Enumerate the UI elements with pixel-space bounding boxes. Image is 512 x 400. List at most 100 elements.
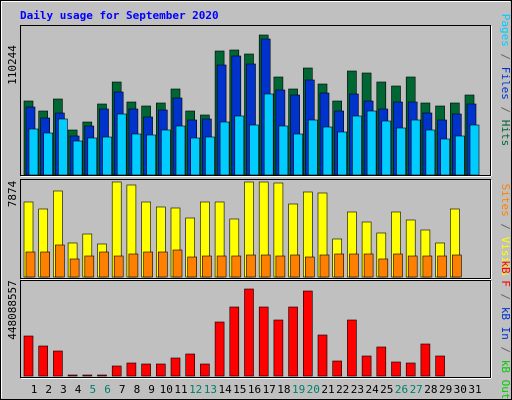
bar-sites-day-22 [334,253,345,278]
bar-sites-day-27 [407,255,418,278]
legend-part-4: Hits [499,120,512,147]
bar-pages-day-27 [410,119,421,176]
day-label-18: 18 [277,383,290,396]
bar-sites-day-7 [113,255,124,278]
legend-part-2: Files [499,67,512,100]
day-label-17: 17 [263,383,276,396]
bar-kbytes-day-6 [97,374,107,377]
bar-sites-day-18 [275,255,286,278]
bar-kbytes-day-22 [332,360,343,377]
bar-kbytes-day-14 [214,321,225,377]
bar-kbytes-day-7 [111,365,122,377]
bar-pages-day-18 [278,125,289,176]
day-label-29: 29 [439,383,452,396]
bar-pages-day-9 [146,134,156,176]
bar-kbytes-day-17 [258,306,269,377]
day-label-24: 24 [365,383,379,396]
bar-kbytes-day-27 [405,362,416,377]
bar-kbytes-day-9 [141,363,151,377]
bar-kbytes-day-20 [302,290,313,377]
day-label-15: 15 [233,383,246,396]
legend-part-2: kB In [499,307,512,340]
legend-part-1: / [499,217,512,237]
bar-sites-day-6 [99,251,109,278]
bar-pages-day-3 [58,118,68,176]
bar-pages-day-26 [396,127,406,176]
panel-bot-frame [20,280,491,378]
bar-sites-day-29 [437,255,447,278]
bar-pages-day-16 [249,124,259,176]
bar-pages-day-31 [469,124,480,176]
bar-pages-day-7 [116,113,127,176]
bar-kbytes-day-25 [376,346,387,377]
bar-sites-day-12 [187,256,197,278]
day-label-11: 11 [174,383,187,396]
bar-kbytes-day-21 [317,334,328,377]
bar-sites-day-20 [304,256,315,278]
bar-pages-day-30 [454,135,465,176]
bar-pages-day-1 [28,128,39,176]
legend-part-0: Pages [499,14,512,47]
bar-pages-day-25 [381,120,392,176]
panel-mid-max-label: 7874 [6,180,19,207]
day-label-6: 6 [104,383,111,396]
legend-part-3: / [499,100,512,120]
bar-kbytes-day-18 [273,319,284,377]
day-label-3: 3 [60,383,67,396]
bar-pages-day-28 [425,129,436,176]
bar-sites-day-14 [216,255,227,278]
bar-pages-day-21 [322,126,333,176]
bar-sites-day-30 [451,254,462,278]
bar-pages-day-10 [161,129,171,176]
bar-sites-day-15 [231,255,242,278]
chart-title: Daily usage for September 2020 [20,9,219,22]
legend-part-4: kB Out [499,360,512,400]
bar-sites-day-28 [422,255,433,278]
bar-kbytes-day-12 [185,353,195,377]
bar-sites-day-4 [69,258,80,278]
bar-kbytes-day-16 [244,288,254,377]
bar-pages-day-4 [72,140,83,176]
bar-sites-day-10 [158,251,168,278]
day-label-2: 2 [45,383,52,396]
day-label-10: 10 [160,383,173,396]
bar-pages-day-24 [366,110,377,176]
bar-kbytes-day-4 [67,374,78,377]
bar-pages-day-20 [307,119,318,176]
day-label-12: 12 [189,383,202,396]
bar-sites-day-1 [25,251,36,278]
panel-top: 110244 Pages / Files / Hits [6,14,512,177]
day-label-16: 16 [248,383,261,396]
bar-sites-day-13 [202,255,212,278]
bar-pages-day-5 [87,137,98,176]
bar-kbytes-day-28 [420,343,431,377]
day-label-20: 20 [307,383,320,396]
bar-sites-day-11 [172,249,183,278]
panel-top-legend: Pages / Files / Hits [499,14,512,147]
day-label-5: 5 [89,383,96,396]
panel-bot-max-label: 448088557 [6,280,19,340]
day-label-22: 22 [336,383,349,396]
bar-kbytes-day-10 [156,363,166,377]
day-label-19: 19 [292,383,305,396]
bar-kbytes-day-1 [23,335,34,377]
legend-part-0: Sites [499,184,512,217]
bar-kbytes-day-2 [38,345,49,377]
bar-sites-day-25 [378,258,389,278]
bar-sites-day-17 [260,254,271,278]
panel-bot-legend: kB F / kB In / kB Out [499,260,512,399]
bar-pages-day-29 [440,138,450,176]
bar-sites-day-23 [349,253,359,278]
bar-sites-day-16 [246,254,256,278]
bar-kbytes-day-5 [82,374,93,377]
bar-kbytes-day-24 [361,355,372,377]
day-label-21: 21 [321,383,334,396]
bar-sites-day-21 [319,254,330,278]
panel-bot-bars [23,288,445,377]
day-label-31: 31 [468,383,481,396]
day-label-14: 14 [218,383,232,396]
bar-kbytes-day-13 [200,363,210,377]
day-label-27: 27 [410,383,423,396]
bar-sites-day-9 [143,251,153,278]
